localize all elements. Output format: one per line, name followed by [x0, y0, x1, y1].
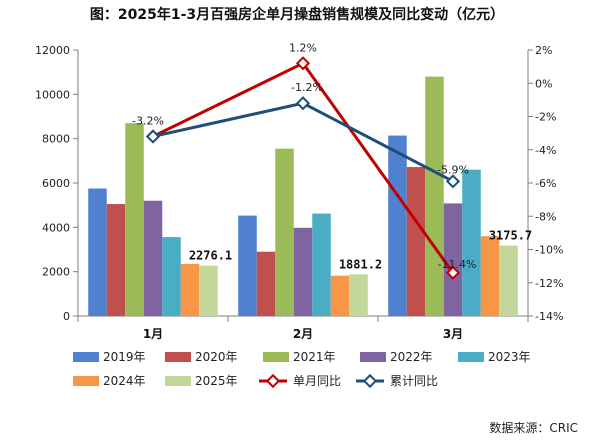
legend-label: 单月同比 — [293, 374, 341, 388]
bar — [180, 263, 200, 316]
legend-swatch — [73, 352, 99, 362]
bar-data-label: 1881.2 — [339, 257, 382, 271]
right-tick-label: 2% — [535, 44, 552, 57]
bar — [388, 135, 407, 316]
bar — [143, 200, 163, 316]
bar — [349, 274, 368, 316]
left-tick-label: 2000 — [42, 266, 70, 279]
legend-swatch — [165, 376, 191, 386]
bar — [443, 203, 463, 316]
bar — [499, 245, 518, 316]
legend-swatch — [165, 352, 191, 362]
chart-title: 图：2025年1-3月百强房企单月操盘销售规模及同比变动（亿元） — [90, 6, 504, 23]
bar — [406, 167, 426, 316]
line-data-label: -11.4% — [438, 258, 477, 271]
legend-label: 2020年 — [195, 350, 238, 364]
legend-swatch — [360, 352, 386, 362]
bar-data-label: 2276.1 — [189, 249, 232, 263]
left-tick-label: 4000 — [42, 221, 70, 234]
left-tick-label: 0 — [63, 310, 70, 323]
bar — [330, 275, 350, 316]
legend-swatch — [73, 376, 99, 386]
legend-marker-swatch — [362, 373, 378, 389]
line-data-label: -5.9% — [437, 163, 469, 176]
left-tick-label: 10000 — [35, 88, 70, 101]
right-tick-label: -8% — [535, 210, 556, 223]
line-point-marker — [445, 174, 461, 189]
bar — [462, 169, 481, 316]
line-point-marker — [295, 96, 311, 111]
bar — [88, 188, 107, 316]
line-data-label: 1.2% — [289, 41, 317, 54]
bar-data-label: 3175.7 — [489, 229, 532, 243]
legend-label: 2025年 — [195, 374, 238, 388]
line-point-marker — [145, 129, 161, 144]
right-tick-label: -4% — [535, 144, 556, 157]
legend-swatch — [263, 352, 289, 362]
right-tick-label: -14% — [535, 310, 563, 323]
bar — [480, 236, 500, 316]
category-label: 1月 — [143, 327, 163, 341]
bar — [256, 251, 276, 316]
line-data-label: -3.2% — [132, 114, 164, 127]
legend-label: 2021年 — [293, 350, 336, 364]
category-label: 3月 — [443, 327, 463, 341]
legend-label: 2022年 — [390, 350, 433, 364]
right-tick-label: 0% — [535, 77, 552, 90]
bar — [293, 227, 313, 316]
left-tick-label: 12000 — [35, 44, 70, 57]
line-point-marker — [295, 56, 311, 71]
legend-marker-swatch — [265, 373, 281, 389]
bar — [199, 265, 218, 316]
legend-label: 累计同比 — [390, 374, 438, 388]
legend-label: 2024年 — [103, 374, 146, 388]
line-point-marker — [445, 265, 461, 280]
legend-label: 2019年 — [103, 350, 146, 364]
line-data-label: -1.2% — [291, 81, 323, 94]
legend-swatch — [458, 352, 484, 362]
bar — [312, 213, 331, 316]
bar — [162, 237, 181, 316]
bar — [275, 148, 294, 316]
left-tick-label: 8000 — [42, 133, 70, 146]
category-label: 2月 — [293, 327, 313, 341]
bar — [106, 204, 126, 316]
right-tick-label: -2% — [535, 111, 556, 124]
right-tick-label: -10% — [535, 244, 563, 257]
left-tick-label: 6000 — [42, 177, 70, 190]
bar — [425, 76, 444, 316]
right-tick-label: -6% — [535, 177, 556, 190]
bar — [125, 123, 144, 317]
legend-label: 2023年 — [488, 350, 531, 364]
source-note: 数据来源：CRIC — [489, 420, 578, 435]
bar — [238, 215, 257, 316]
right-tick-label: -12% — [535, 277, 563, 290]
